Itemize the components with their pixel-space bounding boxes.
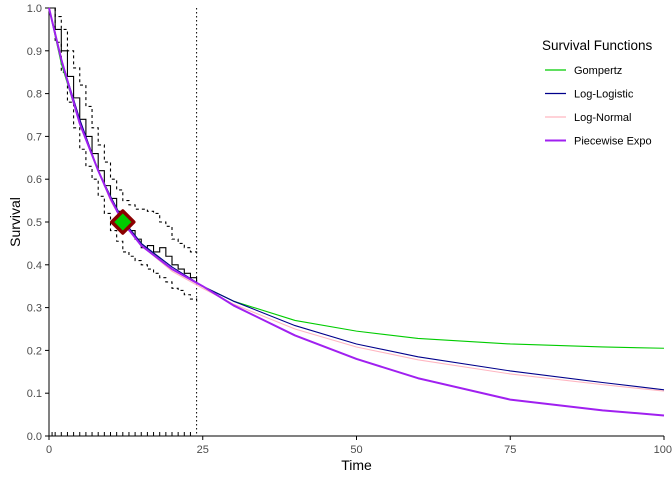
y-tick-label: 0.2	[27, 345, 42, 357]
median-marker	[110, 209, 136, 235]
plot-area: 0.0 0.1 0.2 0.3 0.4 0.5 0.6 0.7 0.8 0.9 1.0 0 25 50 7…	[27, 3, 672, 456]
y-tick-label: 1.0	[27, 3, 42, 15]
legend-items: Gompertz Log-Logistic Log-Normal Piecewise …	[545, 65, 652, 148]
y-tick-label: 0.7	[27, 131, 42, 143]
kaplan-meier-group	[49, 7, 198, 304]
median-marker-group	[110, 209, 136, 235]
series-line-piecewise-expo	[48, 7, 665, 417]
y-tick-label: 0.5	[27, 217, 42, 229]
legend-title: Survival Functions	[542, 38, 653, 53]
x-tick-label: 75	[504, 444, 516, 456]
x-axis-title: Time	[341, 457, 372, 473]
x-tick-label: 25	[197, 444, 209, 456]
series-line-gompertz	[48, 7, 665, 349]
km-ci-lower	[49, 7, 198, 304]
y-tick-label: 0.1	[27, 388, 42, 400]
x-tick-label: 100	[654, 444, 672, 456]
y-tick-label: 0.8	[27, 89, 42, 101]
x-tick-label: 0	[46, 444, 52, 456]
legend-label-log-normal: Log-Normal	[574, 112, 631, 124]
y-tick-label: 0.9	[27, 46, 42, 58]
legend-label-log-logistic: Log-Logistic	[574, 89, 634, 101]
y-tick-label: 0.4	[27, 260, 42, 272]
series-line-log-logistic	[48, 7, 665, 391]
y-axis-title: Survival	[7, 197, 23, 247]
legend-label-piecewise-expo: Piecewise Expo	[574, 136, 652, 148]
y-axis-ticks: 0.0 0.1 0.2 0.3 0.4 0.5 0.6 0.7 0.8 0.9 1.0	[27, 3, 49, 443]
series-group	[48, 7, 665, 417]
legend-label-gompertz: Gompertz	[574, 65, 622, 77]
y-tick-label: 0.6	[27, 174, 42, 186]
series-line-log-normal	[48, 7, 665, 392]
y-tick-label: 0.3	[27, 303, 42, 315]
censor-rug	[51, 432, 191, 436]
x-axis-ticks: 0 25 50 75 100	[46, 436, 672, 456]
legend: Survival Functions Gompertz Log-Logistic L…	[542, 38, 653, 148]
km-ci-upper	[49, 7, 198, 257]
x-tick-label: 50	[350, 444, 362, 456]
y-tick-label: 0.0	[27, 431, 42, 443]
